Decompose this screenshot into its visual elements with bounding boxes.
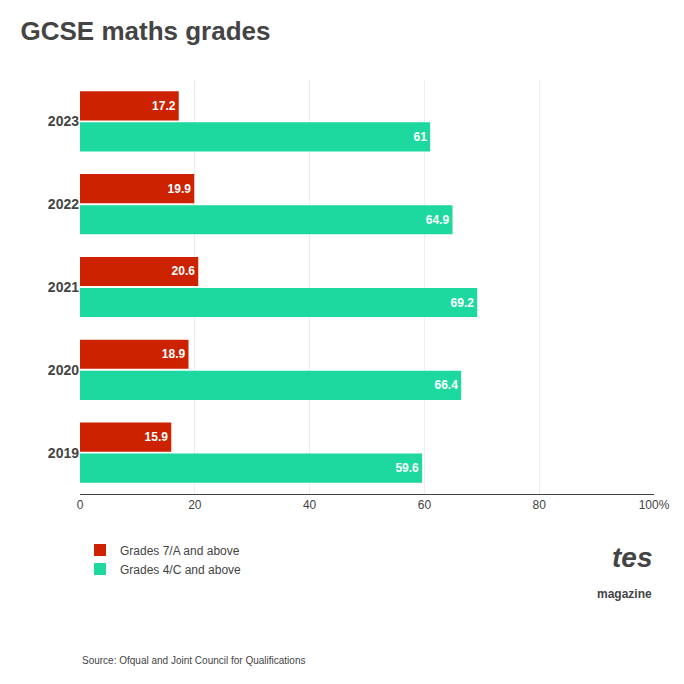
svg-text:60: 60 <box>418 498 432 512</box>
svg-text:2021: 2021 <box>48 279 79 295</box>
svg-text:18.9: 18.9 <box>162 347 186 361</box>
svg-text:100%: 100% <box>639 498 670 512</box>
svg-text:Source: Ofqual and Joint Counc: Source: Ofqual and Joint Council for Qua… <box>82 655 305 666</box>
svg-text:64.9: 64.9 <box>426 213 450 227</box>
svg-text:59.6: 59.6 <box>395 461 419 475</box>
svg-text:Grades 4/C and above: Grades 4/C and above <box>120 563 241 577</box>
svg-text:magazine: magazine <box>597 587 652 601</box>
svg-text:15.9: 15.9 <box>145 430 169 444</box>
svg-text:17.2: 17.2 <box>152 99 176 113</box>
svg-text:61: 61 <box>413 130 427 144</box>
svg-text:80: 80 <box>533 498 547 512</box>
svg-text:19.9: 19.9 <box>168 182 192 196</box>
svg-text:2019: 2019 <box>48 445 79 461</box>
svg-text:2023: 2023 <box>48 113 79 129</box>
svg-text:20.6: 20.6 <box>172 264 196 278</box>
svg-text:Grades 7/A and above: Grades 7/A and above <box>120 544 240 558</box>
svg-text:tes: tes <box>612 542 652 573</box>
svg-text:69.2: 69.2 <box>451 296 475 310</box>
svg-text:20: 20 <box>188 498 202 512</box>
svg-text:GCSE maths grades: GCSE maths grades <box>21 16 271 46</box>
svg-text:2022: 2022 <box>48 196 79 212</box>
svg-text:66.4: 66.4 <box>434 378 458 392</box>
svg-text:40: 40 <box>303 498 317 512</box>
svg-text:0: 0 <box>77 498 84 512</box>
svg-text:2020: 2020 <box>48 362 79 378</box>
